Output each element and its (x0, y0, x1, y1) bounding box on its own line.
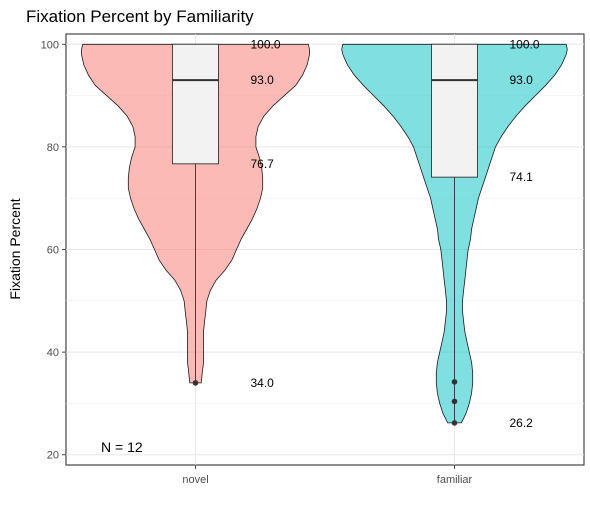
x-tick-label: novel (182, 474, 208, 486)
x-tick-label: familiar (437, 474, 473, 486)
outlier-point-familiar (451, 420, 458, 426)
data-label-novel: 93.0 (251, 73, 275, 87)
y-tick-label: 80 (47, 142, 59, 154)
violins (81, 43, 568, 426)
data-label-novel: 100.0 (251, 37, 281, 51)
data-label-familiar: 93.0 (510, 73, 534, 87)
data-label-novel: 76.7 (251, 157, 275, 171)
data-label-familiar: 100.0 (510, 37, 540, 51)
y-tick-label: 100 (41, 39, 59, 51)
outlier-point-novel (192, 380, 199, 386)
outlier-point-familiar (451, 398, 458, 405)
data-label-familiar: 26.2 (510, 416, 534, 430)
data-labels: 100.0 93.0 76.7 34.0 100.0 93.0 74.1 26.2 (251, 37, 540, 430)
chart-title: Fixation Percent by Familiarity (26, 7, 254, 26)
x-axis: novel familiar (182, 465, 473, 486)
sample-size-annotation: N = 12 (101, 439, 143, 455)
y-tick-label: 40 (47, 347, 59, 359)
y-tick-label: 20 (47, 450, 59, 462)
y-axis-title: Fixation Percent (7, 198, 23, 299)
y-tick-label: 60 (47, 245, 59, 257)
box-novel (172, 43, 219, 165)
y-axis: 20 40 60 80 100 (41, 39, 66, 462)
outlier-point-familiar (451, 379, 458, 385)
data-label-familiar: 74.1 (510, 170, 534, 184)
data-label-novel: 34.0 (251, 376, 275, 390)
box-familiar (431, 43, 478, 178)
